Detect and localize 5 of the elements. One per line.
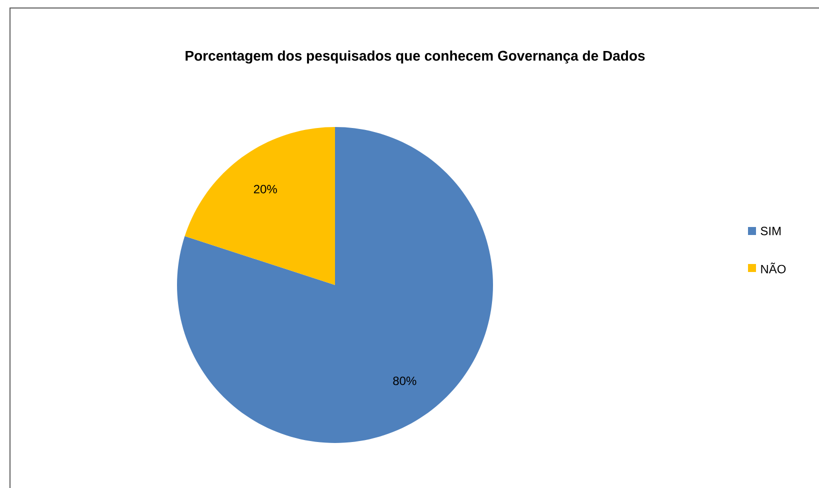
legend-label: SIM [760, 226, 781, 236]
legend-label: NÃO [761, 262, 786, 274]
data-label: 80% [393, 376, 416, 386]
data-label: 20% [254, 184, 277, 194]
chart-title: Porcentagem dos pesquisados que conhecem Governança de Dados [186, 50, 645, 64]
